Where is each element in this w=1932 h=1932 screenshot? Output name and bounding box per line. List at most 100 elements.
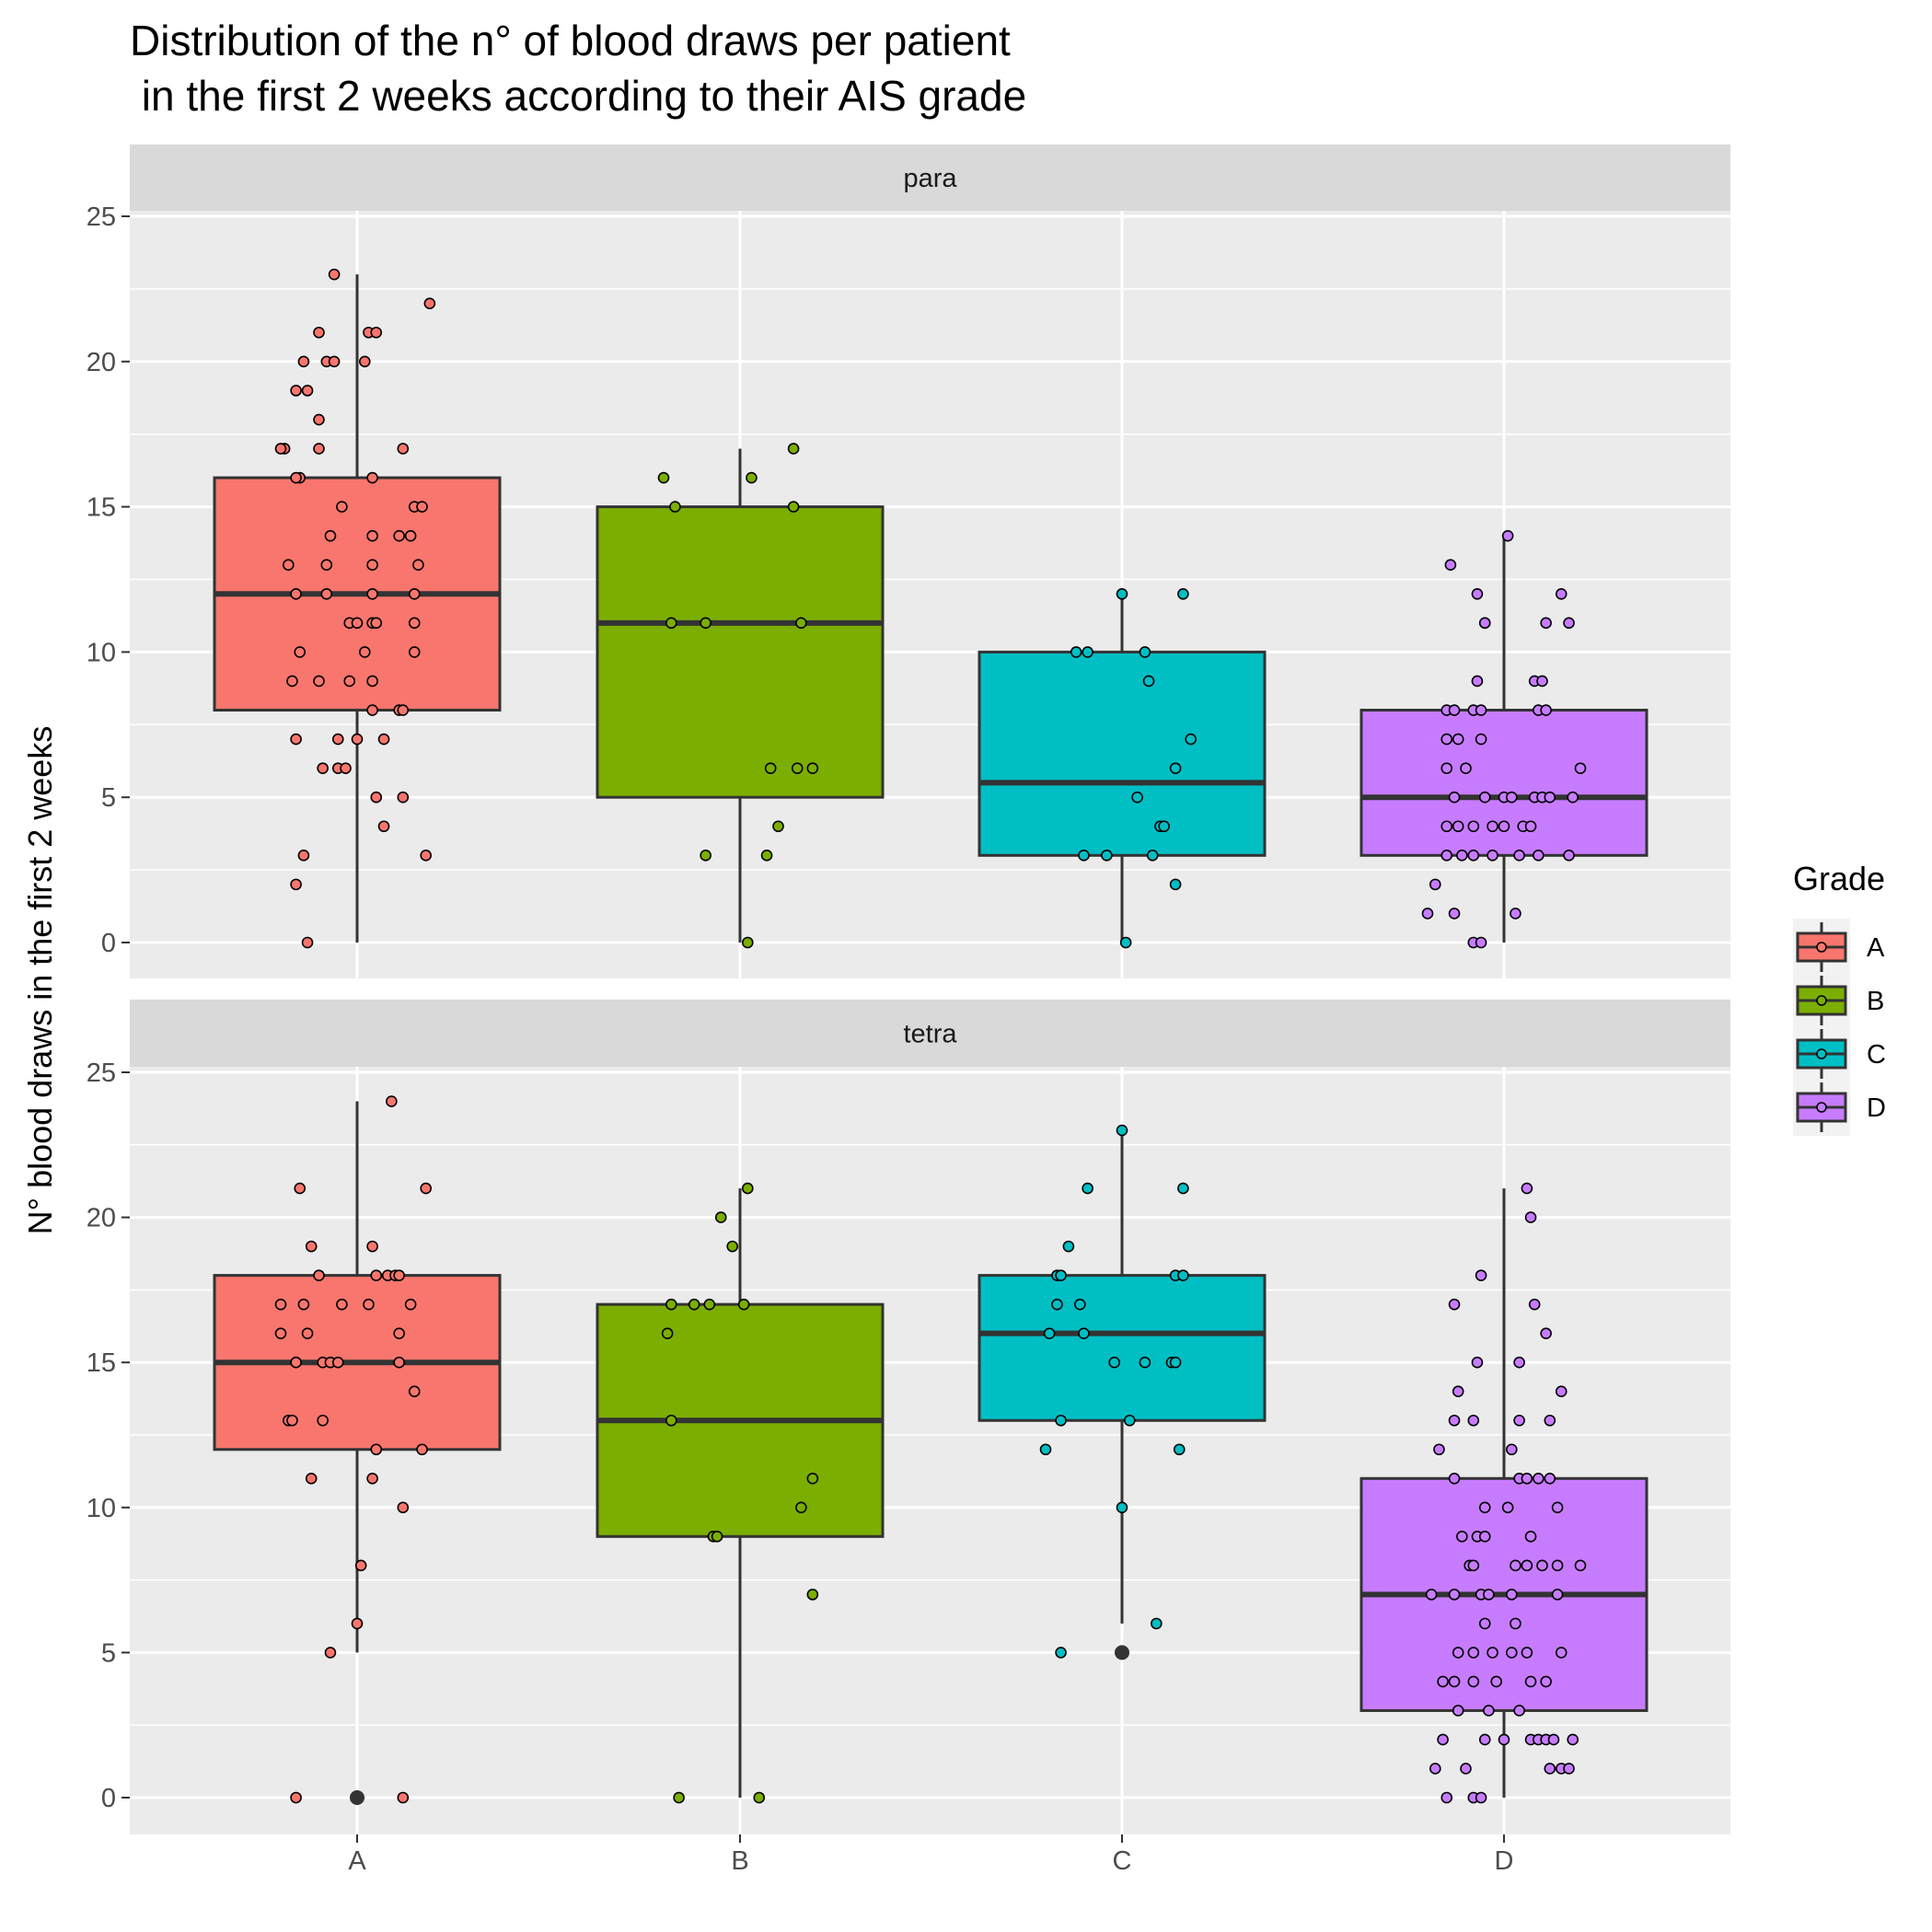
data-point: [420, 1182, 433, 1195]
data-point: [1039, 1443, 1052, 1456]
data-point: [363, 1298, 375, 1311]
box-body: [1359, 709, 1649, 857]
data-point: [1513, 1414, 1525, 1427]
data-point: [386, 1095, 398, 1107]
data-point: [737, 1298, 750, 1311]
data-point: [1524, 820, 1537, 833]
data-point: [366, 1240, 378, 1253]
data-point: [1475, 1791, 1487, 1804]
data-point: [1475, 936, 1487, 949]
data-point: [700, 617, 711, 630]
data-point: [1169, 878, 1182, 891]
points-tetra-A: [274, 1095, 433, 1804]
data-point: [351, 733, 364, 746]
data-point: [297, 850, 310, 862]
data-point: [1487, 1647, 1498, 1659]
data-point: [336, 1298, 348, 1311]
data-point: [1544, 1414, 1556, 1427]
data-point: [1478, 617, 1491, 630]
data-point: [1055, 1647, 1067, 1659]
data-point: [1478, 1501, 1491, 1514]
data-point: [274, 1298, 287, 1311]
y-axis-title: N° blood draws in the first 2 weeks: [21, 726, 59, 1235]
data-point: [1536, 675, 1548, 688]
data-point: [787, 443, 800, 455]
data-point: [1440, 762, 1453, 774]
data-point: [370, 1443, 383, 1456]
data-point: [1574, 762, 1587, 774]
data-point: [1501, 1501, 1514, 1514]
data-point: [317, 1414, 329, 1427]
box-tetra-C: [978, 1130, 1267, 1660]
data-point: [1440, 820, 1453, 833]
data-point: [1169, 1356, 1182, 1369]
data-point: [274, 1327, 287, 1339]
legend-label-D: D: [1867, 1093, 1886, 1123]
data-point: [366, 559, 378, 572]
y-tick-label: 25: [87, 202, 116, 232]
y-tick-label: 25: [87, 1059, 116, 1088]
data-point: [1139, 1356, 1151, 1369]
box-tetra-D: [1359, 1188, 1649, 1798]
data-point: [1444, 559, 1457, 572]
points-tetra-C: [1039, 1124, 1189, 1659]
data-point: [1074, 1298, 1086, 1311]
data-point: [290, 1791, 302, 1804]
legend-key-point: [1816, 1048, 1827, 1059]
data-point: [1467, 820, 1480, 833]
data-point: [351, 1617, 364, 1630]
data-point: [331, 1356, 344, 1369]
data-point: [328, 355, 341, 368]
data-point: [1177, 587, 1189, 600]
data-point: [1510, 908, 1521, 920]
legend-key-point: [1816, 1102, 1827, 1113]
data-point: [1563, 617, 1575, 630]
data-point: [290, 587, 302, 600]
data-point: [657, 471, 670, 484]
data-point: [1082, 646, 1093, 658]
y-tick-label: 10: [87, 638, 116, 667]
data-point: [1467, 1675, 1480, 1688]
y-tick-label: 15: [87, 493, 116, 523]
data-point: [1555, 1385, 1568, 1398]
data-point: [787, 501, 800, 513]
data-point: [1544, 1472, 1556, 1485]
data-point: [305, 1472, 318, 1485]
data-point: [1131, 791, 1143, 804]
data-point: [711, 1531, 723, 1543]
panel-tetra: tetra 0 5 10 15 20 25: [87, 1000, 1730, 1834]
data-point: [688, 1298, 700, 1311]
data-point: [1467, 1647, 1480, 1659]
data-point: [1563, 1763, 1575, 1775]
data-point: [1475, 1269, 1487, 1281]
data-point: [313, 443, 325, 455]
data-point: [1513, 1356, 1525, 1369]
data-point: [301, 936, 314, 949]
data-point: [366, 529, 378, 542]
data-point: [370, 326, 383, 339]
box-para-A: [213, 274, 502, 943]
data-point: [1448, 908, 1461, 920]
data-point: [1475, 733, 1487, 746]
data-point: [791, 762, 804, 774]
data-point: [669, 501, 681, 513]
data-point: [1547, 1733, 1560, 1746]
data-point: [1448, 791, 1461, 804]
data-point: [760, 850, 773, 862]
legend-label-A: A: [1867, 933, 1885, 963]
legend-entry-D: D: [1796, 1082, 1886, 1132]
data-point: [1433, 1443, 1445, 1456]
data-point: [665, 1414, 677, 1427]
data-point: [286, 675, 298, 688]
box-body: [596, 505, 885, 799]
data-point: [366, 1472, 378, 1485]
data-point: [1521, 1182, 1533, 1195]
legend-entry-A: A: [1796, 922, 1885, 972]
data-point: [313, 413, 325, 426]
data-point: [795, 1501, 807, 1514]
data-point: [377, 733, 390, 746]
panel-strip-label-para: para: [903, 164, 957, 193]
data-point: [1506, 1443, 1518, 1456]
data-point: [661, 1327, 674, 1339]
box-para-C: [978, 594, 1267, 943]
